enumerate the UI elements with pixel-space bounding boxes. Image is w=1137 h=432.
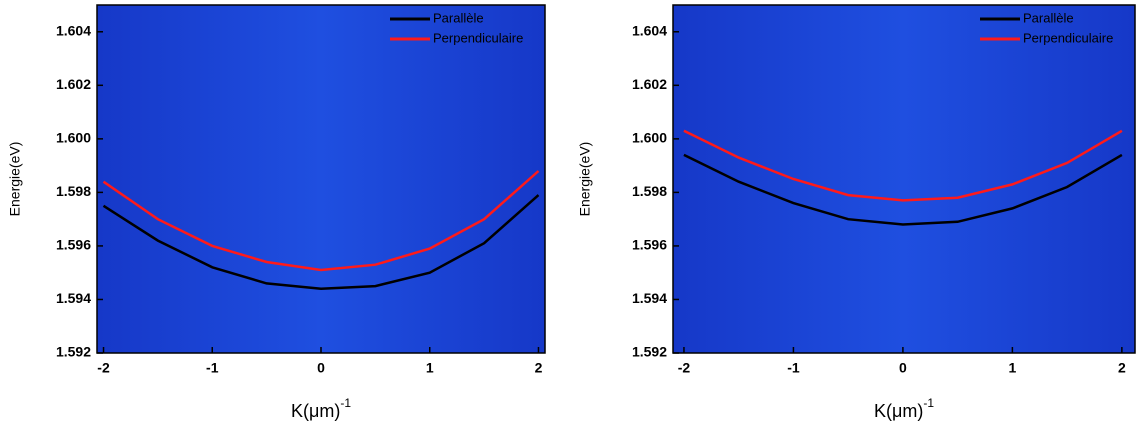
plot-background: [97, 5, 545, 353]
line-series: [683, 129, 1123, 202]
x-axis-label-sup: -1: [340, 396, 351, 410]
line-series: [102, 170, 540, 272]
plot-background: [673, 5, 1135, 353]
y-tick-label: 1.594: [56, 290, 91, 306]
y-tick-label: 1.602: [632, 76, 667, 92]
x-tick-label: 0: [899, 360, 907, 376]
y-tick-label: 1.592: [56, 344, 91, 360]
y-tick-label: 1.604: [56, 22, 91, 38]
y-tick-label: 1.604: [632, 22, 667, 38]
y-tick-label: 1.598: [632, 183, 667, 199]
line-series: [683, 153, 1123, 226]
y-axis-label: Energie(eV): [7, 142, 23, 217]
y-tick-label: 1.596: [632, 237, 667, 253]
x-axis-label: K(μm)-1: [291, 396, 351, 421]
x-tick-label: 0: [317, 360, 325, 376]
legend-label: Perpendiculaire: [433, 30, 523, 45]
x-axis-label-main: K(μm): [874, 401, 923, 421]
plot-frame: [672, 4, 1136, 354]
x-axis-label: K(μm)-1: [874, 396, 934, 421]
y-axis-label: Energie(eV): [577, 142, 593, 217]
y-tick-label: 1.594: [632, 290, 667, 306]
x-axis-label-main: K(μm): [291, 401, 340, 421]
plot-frame: [96, 4, 546, 354]
x-tick-label: 1: [1008, 360, 1016, 376]
y-tick-label: 1.598: [56, 183, 91, 199]
y-tick-label: 1.600: [56, 130, 91, 146]
x-tick-label: -1: [206, 360, 219, 376]
legend-label: Perpendiculaire: [1023, 30, 1113, 45]
line-series: [102, 194, 540, 291]
x-tick-label: -2: [97, 360, 110, 376]
x-tick-label: 2: [535, 360, 543, 376]
x-tick-label: 2: [1118, 360, 1126, 376]
x-tick-label: -1: [787, 360, 800, 376]
y-tick-label: 1.592: [632, 344, 667, 360]
legend-label: Parallèle: [433, 10, 484, 25]
y-tick-label: 1.600: [632, 130, 667, 146]
y-tick-label: 1.596: [56, 237, 91, 253]
legend-label: Parallèle: [1023, 10, 1074, 25]
y-tick-label: 1.602: [56, 76, 91, 92]
x-tick-label: -2: [678, 360, 691, 376]
x-tick-label: 1: [426, 360, 434, 376]
x-axis-label-sup: -1: [923, 396, 934, 410]
